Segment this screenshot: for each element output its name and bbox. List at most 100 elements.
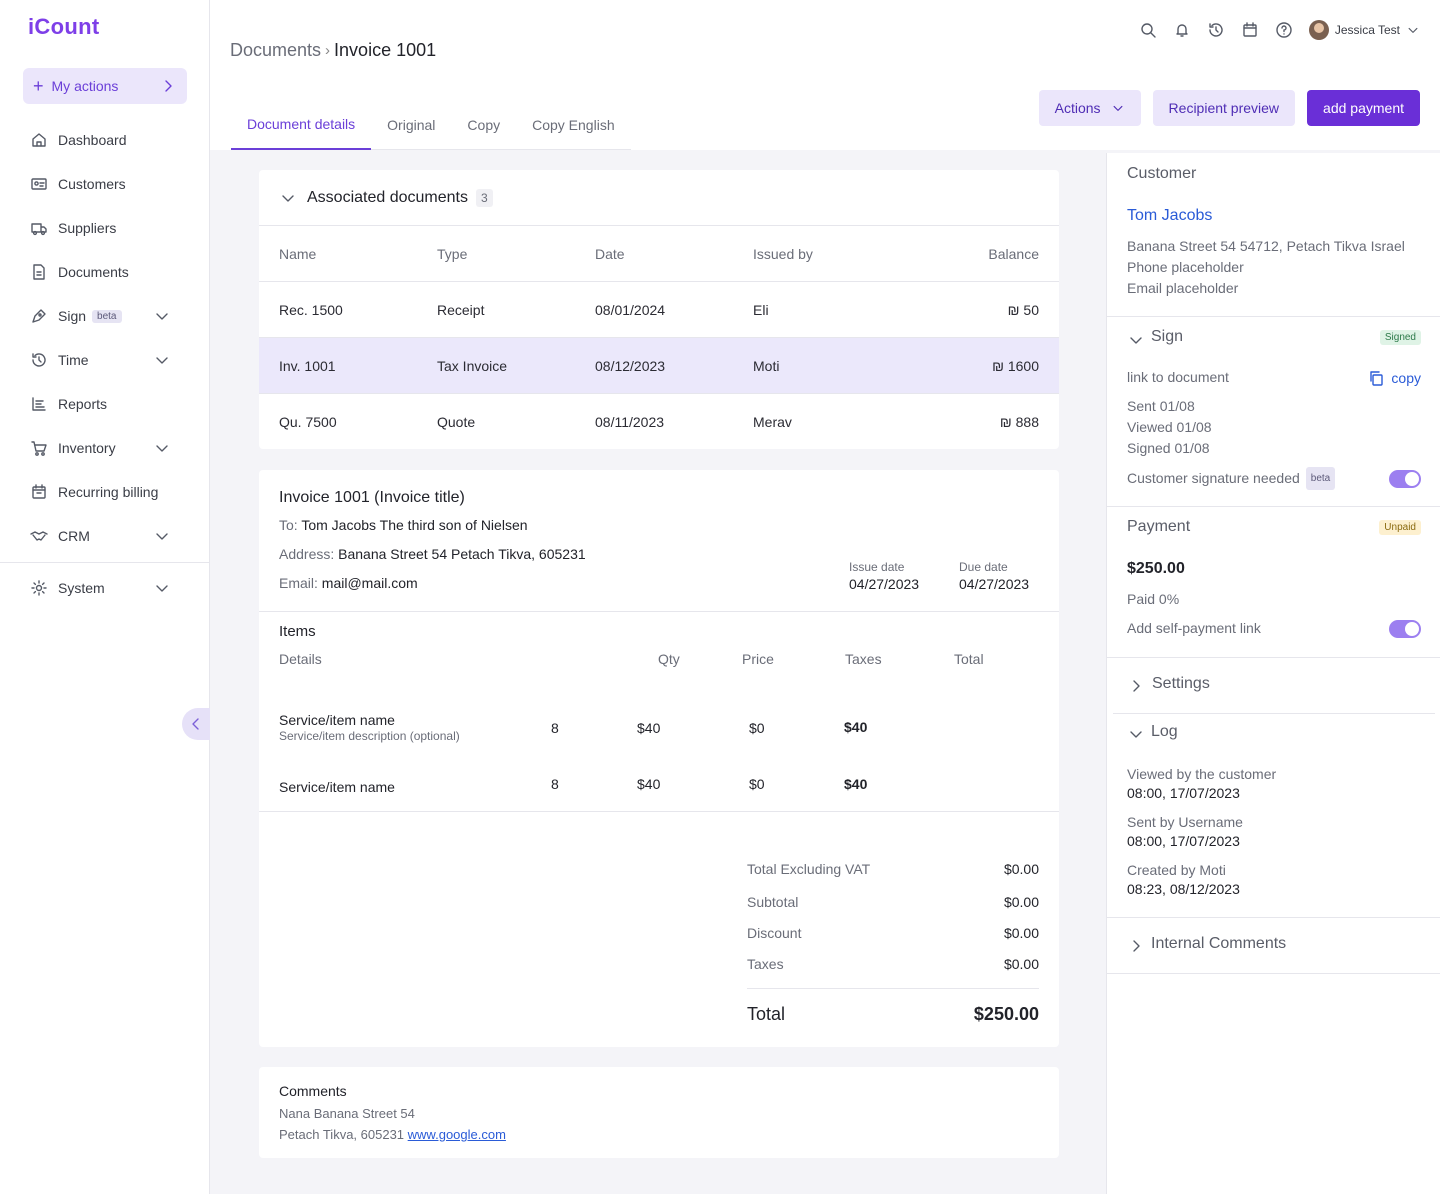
sidebar-item-label: Inventory — [58, 440, 116, 456]
history-icon[interactable] — [1207, 21, 1225, 39]
sidebar-item-reports[interactable]: Reports — [0, 382, 209, 426]
item-price: $40 — [637, 776, 661, 792]
help-icon[interactable] — [1275, 21, 1293, 39]
sidebar-item-sign[interactable]: Sign beta — [0, 294, 209, 338]
column-header: Date — [595, 245, 625, 262]
customer-name-link[interactable]: Tom Jacobs — [1127, 207, 1213, 224]
comments-link[interactable]: www.google.com — [407, 1127, 506, 1142]
customer-label: Customer — [1127, 165, 1197, 182]
breadcrumb: Documents › Invoice 1001 — [230, 40, 436, 61]
chevron-down-icon — [156, 445, 168, 452]
summary-value: $0.00 — [1003, 861, 1039, 877]
chevron-down-icon[interactable] — [1127, 331, 1145, 349]
item-total: $40 — [844, 776, 868, 792]
sidebar-item-recurring-billing[interactable]: Recurring billing — [0, 470, 209, 514]
customer-email: Email placeholder — [1127, 280, 1239, 296]
sidebar-item-suppliers[interactable]: Suppliers — [0, 206, 209, 250]
plus-icon: + — [33, 76, 44, 96]
table-cell: Rec. 1500 — [279, 301, 343, 318]
sidebar-item-inventory[interactable]: Inventory — [0, 426, 209, 470]
log-entry-text: Created by Moti — [1127, 862, 1226, 878]
actions-button[interactable]: Actions — [1038, 90, 1141, 126]
chevron-right-icon — [1133, 680, 1140, 692]
sidebar-item-customers[interactable]: Customers — [0, 162, 209, 206]
associated-documents-count: 3 — [475, 188, 493, 207]
signed-badge: Signed — [1379, 330, 1421, 345]
signature-needed-row: Customer signature needed beta — [1127, 467, 1336, 490]
sidebar-item-label: Recurring billing — [58, 484, 159, 500]
my-actions-button[interactable]: + My actions — [23, 68, 187, 104]
items-column-header: Price — [742, 651, 774, 667]
payment-section: Payment Unpaid $250.00 Paid 0% Add self-… — [1107, 507, 1440, 658]
copy-link-button[interactable]: copy — [1367, 369, 1421, 387]
settings-section[interactable]: Settings — [1113, 658, 1435, 714]
divider — [747, 988, 1039, 989]
summary-value: $0.00 — [1003, 956, 1039, 972]
sidebar-item-time[interactable]: Time — [0, 338, 209, 382]
item-taxes: $0 — [749, 720, 765, 736]
tab-original[interactable]: Original — [387, 117, 436, 133]
chevron-down-icon[interactable] — [1127, 725, 1145, 743]
add-payment-button[interactable]: add payment — [1307, 90, 1420, 126]
table-row[interactable]: Rec. 1500 Receipt 08/01/2024 Eli ₪ 50 — [259, 282, 1059, 338]
column-header: Type — [437, 245, 468, 262]
my-actions-label: My actions — [51, 78, 119, 94]
beta-badge: beta — [1305, 467, 1336, 490]
top-toolbar: Jessica Test — [1139, 20, 1420, 40]
breadcrumb-separator-icon: › — [325, 42, 331, 59]
item-qty: 8 — [551, 776, 559, 792]
sidebar-item-dashboard[interactable]: Dashboard — [0, 118, 209, 162]
comments-card: Comments Nana Banana Street 54 Petach Ti… — [259, 1067, 1059, 1158]
due-date: Due date 04/27/2023 — [959, 560, 1029, 592]
calendar-icon[interactable] — [1241, 21, 1259, 39]
invoice-card: Invoice 1001 (Invoice title) To: Tom Jac… — [259, 470, 1059, 1047]
self-payment-link-label: Add self-payment link — [1127, 620, 1261, 636]
copy-label: copy — [1391, 370, 1421, 386]
tab-copy[interactable]: Copy — [467, 117, 501, 133]
table-cell: 08/11/2023 — [595, 414, 665, 430]
issue-date-label: Issue date — [849, 560, 905, 574]
table-row[interactable]: Qu. 7500 Quote 08/11/2023 Merav ₪ 888 — [259, 394, 1059, 450]
sidebar-item-system[interactable]: System — [0, 566, 209, 610]
sidebar: iCount + My actions Dashboard Customers … — [0, 0, 210, 1194]
bell-icon[interactable] — [1173, 21, 1191, 39]
signature-needed-toggle[interactable] — [1389, 470, 1421, 488]
copy-icon — [1370, 371, 1384, 386]
summary-value: $0.00 — [1003, 925, 1039, 941]
associated-documents-title: Associated documents — [307, 188, 468, 206]
gear-icon — [31, 580, 47, 596]
handshake-icon — [30, 531, 48, 541]
summary-row: Total Excluding VAT $0.00 — [747, 861, 1039, 877]
avatar — [1308, 20, 1329, 40]
item-name: Service/item name — [279, 779, 395, 795]
log-section: Log Viewed by the customer 08:00, 17/07/… — [1107, 714, 1440, 918]
table-cell: 08/01/2024 — [595, 301, 666, 318]
user-menu[interactable]: Jessica Test — [1308, 20, 1420, 40]
sidebar-item-label: Documents — [58, 264, 129, 280]
total-value: $250.00 — [973, 1004, 1039, 1024]
table-cell: Moti — [753, 357, 780, 374]
breadcrumb-parent[interactable]: Documents — [230, 40, 322, 60]
search-icon[interactable] — [1139, 21, 1157, 39]
collapse-sidebar-button[interactable] — [182, 708, 210, 740]
items-column-header: Details — [279, 651, 322, 667]
table-cell: ₪ 50 — [1007, 301, 1039, 318]
summary-row: Subtotal $0.00 — [747, 894, 1039, 910]
app-logo[interactable]: iCount — [28, 14, 100, 39]
self-payment-link-toggle[interactable] — [1389, 620, 1421, 638]
signature-needed-label: Customer signature needed — [1127, 470, 1300, 486]
document-icon — [33, 264, 45, 280]
tab-copy-english[interactable]: Copy English — [532, 117, 615, 133]
table-row-selected[interactable]: Inv. 1001 Tax Invoice 08/12/2023 Moti ₪ … — [259, 338, 1059, 394]
payment-label: Payment — [1127, 518, 1191, 535]
sidebar-item-documents[interactable]: Documents — [0, 250, 209, 294]
chevron-down-icon — [282, 194, 294, 202]
comments-title: Comments — [279, 1083, 347, 1099]
chevron-down-icon — [156, 357, 168, 364]
sidebar-item-crm[interactable]: CRM — [0, 514, 209, 558]
associated-documents-header[interactable]: Associated documents 3 — [259, 170, 1059, 226]
recipient-preview-button[interactable]: Recipient preview — [1152, 90, 1296, 126]
signed-date: Signed 01/08 — [1127, 440, 1210, 456]
tab-document-details[interactable]: Document details — [231, 100, 372, 150]
internal-comments-section[interactable]: Internal Comments — [1107, 918, 1440, 974]
